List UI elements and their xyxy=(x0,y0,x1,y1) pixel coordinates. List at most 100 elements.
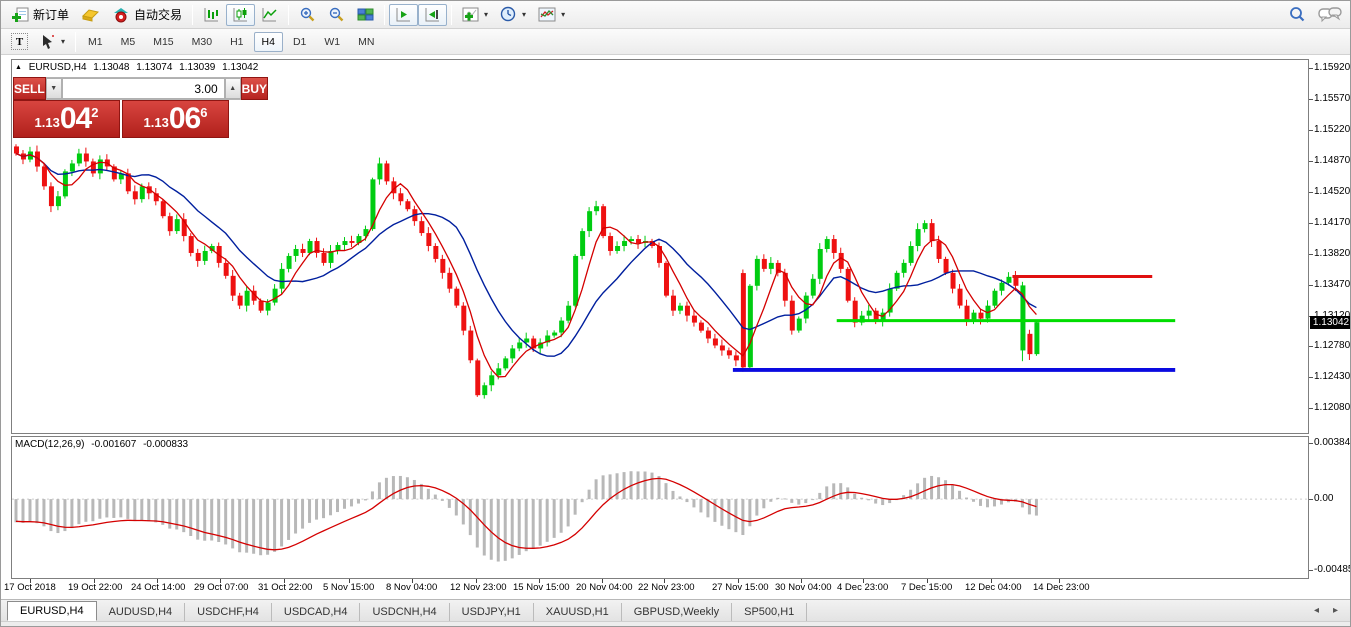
cursor-icon xyxy=(43,34,54,49)
timeframe-m30[interactable]: M30 xyxy=(191,35,213,48)
time-tick xyxy=(664,579,665,583)
new-order-label: 新订单 xyxy=(33,8,70,22)
chart-tab-eurusd-h4[interactable]: EURUSD,H4 xyxy=(7,601,97,621)
time-axis-label: 7 Dec 15:00 xyxy=(901,582,953,593)
bar-chart-button[interactable] xyxy=(197,4,226,26)
axis-tick xyxy=(1309,191,1313,193)
chart-tab-usdjpy-h1[interactable]: USDJPY,H1 xyxy=(450,603,534,621)
time-axis-label: 19 Oct 22:00 xyxy=(68,582,123,593)
price-axis-label: 1.15920 xyxy=(1314,61,1351,73)
collapse-icon[interactable]: ▲ xyxy=(15,64,22,71)
auto-trading-button[interactable]: 自动交易 xyxy=(106,4,188,26)
time-tick xyxy=(349,579,350,583)
timeframe-m5[interactable]: M5 xyxy=(120,35,136,48)
macd-axis-label: 0.003847 xyxy=(1314,436,1351,448)
timeframe-mn[interactable]: MN xyxy=(358,35,375,48)
chart-tab-sp500-h1[interactable]: SP500,H1 xyxy=(732,603,808,621)
timeframe-d1[interactable]: D1 xyxy=(292,35,307,48)
time-tick xyxy=(863,579,864,583)
chart-shift-button[interactable] xyxy=(418,3,448,26)
chart-tabs: EURUSD,H4 AUDUSD,H4 USDCHF,H4 USDCAD,H4 USDC… xyxy=(7,600,808,621)
time-axis-label: 29 Oct 07:00 xyxy=(194,582,249,593)
search-button[interactable] xyxy=(1282,4,1312,26)
main-toolbar: 新订单 自动交易 xyxy=(1,1,1350,29)
timeframe-w1[interactable]: W1 xyxy=(324,35,341,48)
templates-button[interactable]: ▾ xyxy=(532,4,571,26)
current-price-badge: 1.13042 xyxy=(1310,315,1350,329)
bar-chart-icon xyxy=(204,7,219,21)
line-chart-icon xyxy=(262,7,277,21)
chart-tab-audusd-h4[interactable]: AUDUSD,H4 xyxy=(97,603,186,621)
symbol-header[interactable]: ▲ EURUSD,H4 1.13048 1.13074 1.13039 1.13… xyxy=(15,62,262,73)
axis-tick xyxy=(1309,129,1313,131)
auto-scroll-button[interactable] xyxy=(389,3,419,26)
text-tool-button[interactable]: T xyxy=(5,31,34,53)
time-tick xyxy=(30,579,31,583)
line-chart-button[interactable] xyxy=(255,4,284,26)
chart-tab-gbpusd-weekly[interactable]: GBPUSD,Weekly xyxy=(622,603,733,621)
time-axis-label: 12 Dec 04:00 xyxy=(965,582,1022,593)
zoom-in-icon xyxy=(300,7,315,22)
auto-trading-icon xyxy=(114,7,129,22)
macd-histogram xyxy=(14,471,1038,562)
price-axis-label: 1.13820 xyxy=(1314,247,1351,259)
timeframe-h1[interactable]: H1 xyxy=(230,35,244,48)
buy-price-small: 1.13 xyxy=(143,115,169,130)
macd-indicator-pane[interactable] xyxy=(11,436,1309,579)
time-axis-label: 30 Nov 04:00 xyxy=(775,582,832,593)
tab-scroll-left-button[interactable]: ◂ xyxy=(1313,605,1319,616)
volume-input[interactable] xyxy=(61,78,225,99)
macd-value: -0.001607 xyxy=(91,439,137,450)
tile-windows-button[interactable] xyxy=(351,4,380,26)
volume-increase-button[interactable]: ▲ xyxy=(224,78,241,99)
timeframe-m1[interactable]: M1 xyxy=(88,35,103,48)
sell-price[interactable]: 1.13 04 2 xyxy=(13,100,120,138)
chart-tab-xauusd-h1[interactable]: XAUUSD,H1 xyxy=(534,603,622,621)
chevron-down-icon: ▾ xyxy=(561,10,566,19)
volume-decrease-button[interactable]: ▼ xyxy=(45,78,62,99)
separator xyxy=(384,4,386,25)
zoom-out-icon xyxy=(329,7,344,22)
price-axis-label: 1.14870 xyxy=(1314,154,1351,166)
price-chart[interactable] xyxy=(11,59,1309,434)
tab-scroll-arrows: ◂ ▸ xyxy=(1313,600,1350,621)
buy-button[interactable]: BUY xyxy=(240,77,269,100)
chart-shift-icon xyxy=(425,7,440,21)
axis-tick xyxy=(1309,407,1313,409)
new-order-button[interactable]: 新订单 xyxy=(5,4,75,26)
zoom-in-button[interactable] xyxy=(293,4,322,26)
separator xyxy=(288,4,290,25)
candlestick-chart-button[interactable] xyxy=(226,3,256,26)
separator xyxy=(192,4,194,25)
time-tick xyxy=(991,579,992,583)
time-tick xyxy=(801,579,802,583)
indicators-button[interactable]: ▾ xyxy=(456,4,494,26)
eraser-button[interactable] xyxy=(75,4,106,26)
timeframe-h4[interactable]: H4 xyxy=(253,31,283,52)
buy-price[interactable]: 1.13 06 6 xyxy=(122,100,229,138)
cursor-tool-button[interactable]: ▾ xyxy=(34,31,71,53)
chat-icon xyxy=(1318,6,1342,22)
sell-button[interactable]: SELL xyxy=(13,77,46,100)
axis-tick xyxy=(1309,67,1313,69)
time-tick xyxy=(284,579,285,583)
zoom-out-button[interactable] xyxy=(322,4,351,26)
chat-button[interactable] xyxy=(1312,4,1348,26)
chart-tab-usdcad-h4[interactable]: USDCAD,H4 xyxy=(272,603,361,621)
status-strip xyxy=(1,621,1350,626)
chart-tab-usdchf-h4[interactable]: USDCHF,H4 xyxy=(185,603,272,621)
time-scale[interactable]: 17 Oct 2018 19 Oct 22:00 24 Oct 14:00 29 Oc… xyxy=(1,579,1350,599)
price-scale[interactable]: 1.15920 1.15570 1.15220 1.14870 1.14520 1.141… xyxy=(1309,59,1351,579)
time-axis-label: 17 Oct 2018 xyxy=(4,582,56,593)
axis-tick xyxy=(1309,569,1313,571)
price-axis-label: 1.12780 xyxy=(1314,339,1351,351)
time-tick xyxy=(220,579,221,583)
timeframe-m15[interactable]: M15 xyxy=(153,35,174,48)
sell-price-big: 04 xyxy=(59,102,92,135)
chart-tab-usdcnh-h4[interactable]: USDCNH,H4 xyxy=(360,603,450,621)
time-tick xyxy=(412,579,413,583)
periods-button[interactable]: ▾ xyxy=(494,4,532,26)
text-tool-icon: T xyxy=(11,33,28,50)
tab-scroll-right-button[interactable]: ▸ xyxy=(1332,605,1338,616)
